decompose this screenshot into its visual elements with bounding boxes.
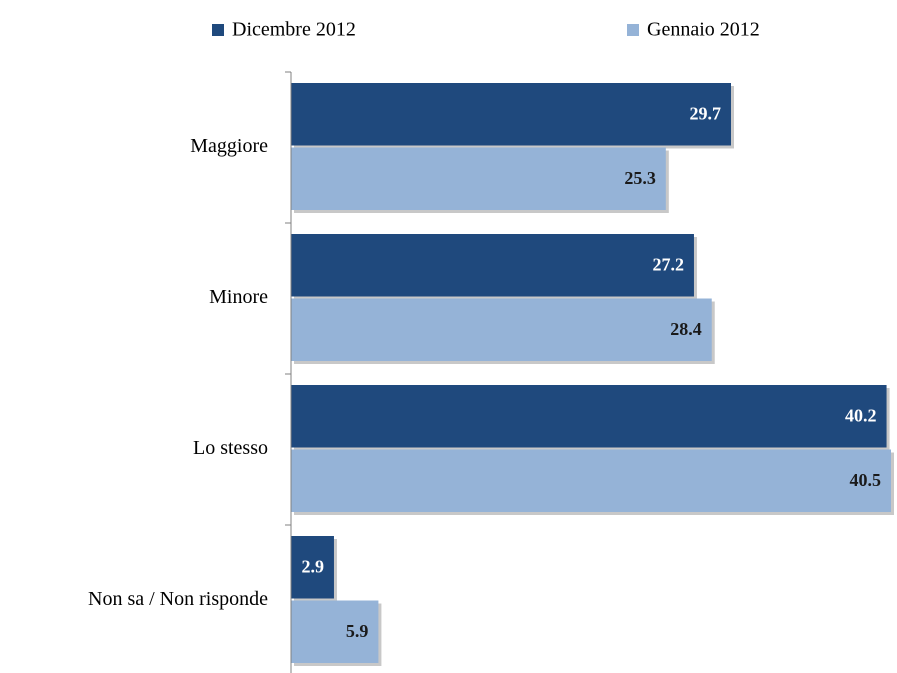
legend-label: Dicembre 2012 <box>232 19 356 41</box>
bar <box>291 234 694 297</box>
bar <box>291 298 712 361</box>
value-label: 40.2 <box>845 405 877 425</box>
value-label: 5.9 <box>346 621 369 641</box>
bar <box>291 83 731 146</box>
bar <box>291 385 887 448</box>
value-label: 28.4 <box>670 319 702 339</box>
category-label: Maggiore <box>190 135 268 157</box>
bar <box>291 600 379 663</box>
legend-swatch <box>212 24 224 36</box>
value-label: 25.3 <box>624 168 656 188</box>
value-label: 29.7 <box>690 103 722 123</box>
category-label: Minore <box>209 286 268 308</box>
bar <box>291 536 334 599</box>
legend-label: Gennaio 2012 <box>647 19 760 41</box>
value-label: 2.9 <box>301 556 324 576</box>
category-label: Non sa / Non risponde <box>88 588 268 610</box>
category-label: Lo stesso <box>193 437 268 459</box>
bar <box>291 449 891 512</box>
legend-swatch <box>627 24 639 36</box>
value-label: 40.5 <box>850 470 882 490</box>
value-label: 27.2 <box>652 254 684 274</box>
bar <box>291 147 666 210</box>
